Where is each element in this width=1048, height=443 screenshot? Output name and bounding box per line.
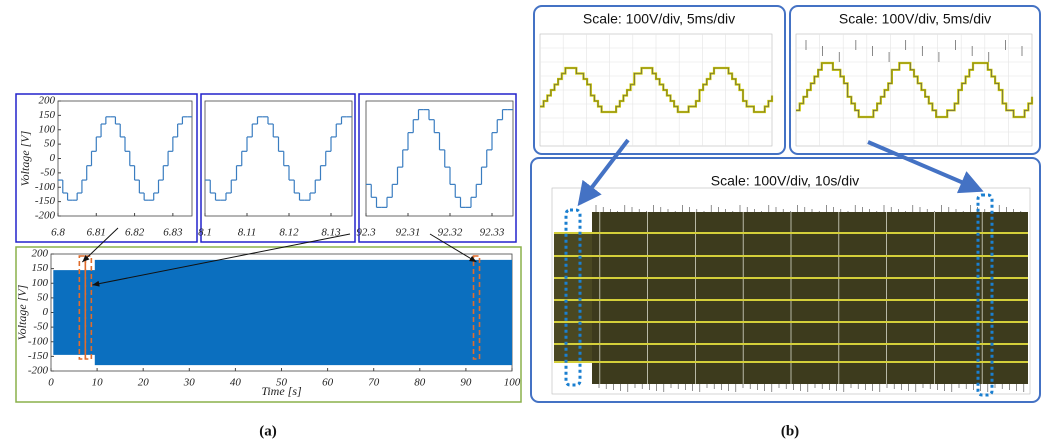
scope-band [554, 232, 592, 362]
caption: (a) [259, 423, 277, 439]
x-tick-label: 30 [183, 377, 196, 389]
y-tick-label: 0 [50, 152, 56, 164]
caption: (b) [781, 423, 799, 439]
x-tick-label: 6.82 [125, 227, 145, 239]
scope-label: Scale: 100V/div, 5ms/div [583, 11, 735, 27]
y-tick-label: 100 [32, 277, 49, 289]
y-tick-label: -100 [28, 335, 49, 347]
y-tick-label: 100 [39, 123, 56, 135]
zoom-frame [201, 94, 355, 242]
x-tick-label: 8.12 [279, 227, 299, 239]
y-tick-label: -50 [40, 166, 55, 178]
x-tick-label: 20 [138, 377, 150, 389]
x-tick-label: 80 [414, 377, 426, 389]
y-tick-label: -50 [33, 321, 48, 333]
voltage-envelope [53, 260, 512, 365]
y-tick-label: 50 [44, 138, 56, 150]
x-tick-label: 6.8 [51, 227, 65, 239]
y-tick-label: 150 [39, 109, 56, 121]
x-tick-label: 60 [322, 377, 334, 389]
x-tick-label: 40 [230, 377, 242, 389]
x-tick-label: 6.81 [87, 227, 106, 239]
y-tick-label: -100 [35, 181, 56, 193]
x-axis-label: Time [s] [261, 384, 302, 398]
x-tick-label: 8.1 [198, 227, 212, 239]
y-tick-label: 50 [37, 291, 49, 303]
scope-band [592, 212, 1028, 384]
plot-area [205, 101, 352, 216]
y-axis-label: Voltage [V] [18, 130, 32, 186]
x-tick-label: 92.32 [438, 227, 463, 239]
plot-area [366, 101, 513, 216]
y-tick-label: 200 [39, 95, 56, 107]
y-tick-label: 150 [32, 262, 49, 274]
x-tick-label: 92.3 [356, 227, 376, 239]
x-tick-label: 90 [460, 377, 472, 389]
x-tick-label: 6.83 [163, 227, 183, 239]
x-tick-label: 8.11 [238, 227, 256, 239]
figure: Scale: 100V/div, 5ms/div Scale: 100V/div… [0, 0, 1048, 443]
zoom-frame [359, 94, 516, 242]
x-tick-label: 70 [368, 377, 380, 389]
x-tick-label: 92.33 [480, 227, 505, 239]
x-tick-label: 100 [504, 377, 521, 389]
y-tick-label: -150 [28, 350, 49, 362]
y-tick-label: -200 [35, 210, 56, 222]
x-tick-label: 0 [48, 377, 54, 389]
plot-area [58, 101, 192, 216]
y-tick-label: -200 [28, 365, 49, 377]
y-tick-label: 200 [32, 248, 49, 260]
y-tick-label: 0 [43, 306, 49, 318]
y-axis-label: Voltage [V] [15, 284, 29, 340]
y-tick-label: -150 [35, 195, 56, 207]
x-tick-label: 10 [92, 377, 104, 389]
scope-label: Scale: 100V/div, 5ms/div [839, 11, 991, 27]
x-tick-label: 92.31 [396, 227, 421, 239]
scope-label: Scale: 100V/div, 10s/div [711, 173, 859, 189]
